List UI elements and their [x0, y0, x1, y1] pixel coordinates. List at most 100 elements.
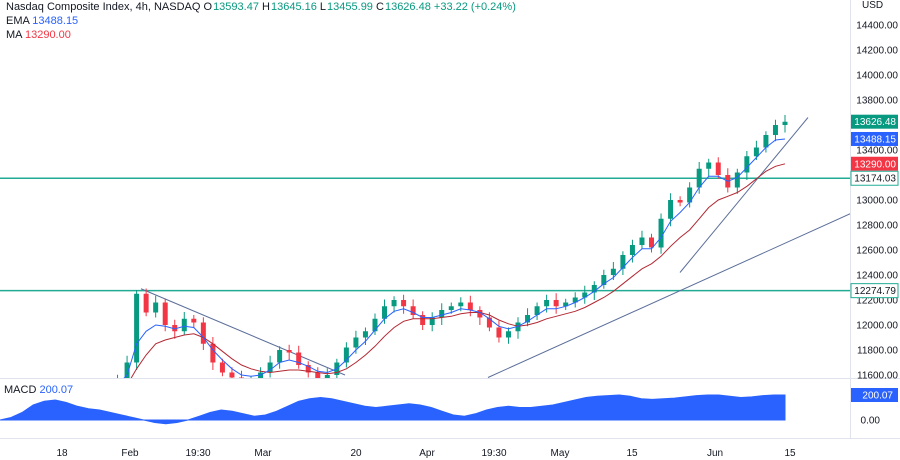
- change-value: +33.22 (+0.24%): [433, 1, 516, 13]
- ma-value: 13290.00: [24, 29, 71, 41]
- candle-body: [448, 306, 454, 310]
- candle-body: [458, 302, 464, 307]
- candle-body: [572, 297, 578, 303]
- price-tag-label: 13488.15: [854, 134, 896, 145]
- candle-body: [677, 200, 683, 203]
- candle-body: [620, 255, 626, 269]
- candle-body: [687, 187, 693, 203]
- candle-body: [582, 292, 588, 298]
- price-tag-label: 13626.48: [854, 117, 896, 128]
- low-value: 13455.99: [327, 1, 373, 13]
- candle-body: [744, 156, 750, 173]
- price-tick-label: 13000.00: [856, 196, 898, 207]
- price-tick-label: 12400.00: [856, 271, 898, 282]
- candle-body: [124, 362, 130, 378]
- candle-body: [238, 377, 244, 378]
- open-label: O: [203, 1, 213, 13]
- candle-body: [420, 315, 426, 325]
- chart-legend: Nasdaq Composite Index, 4h, NASDAQ O1359…: [6, 0, 516, 42]
- macd-tick-label: 0.00: [861, 416, 881, 427]
- candle-body: [267, 362, 273, 373]
- price-tick-label: 13800.00: [856, 96, 898, 107]
- macd-area: [0, 394, 786, 425]
- price-tick-label: 14000.00: [856, 71, 898, 82]
- time-tick-label: 18: [56, 448, 68, 459]
- candle-body: [210, 343, 216, 363]
- candle-body: [505, 331, 511, 338]
- candle-body: [696, 168, 702, 188]
- candle-body: [372, 318, 378, 332]
- price-tag: [851, 131, 898, 146]
- candle-body: [296, 352, 302, 365]
- candle-body: [162, 302, 168, 325]
- uptrend-line: [487, 213, 850, 378]
- time-tick-label: 15: [784, 448, 796, 459]
- price-tick-label: 14400.00: [856, 21, 898, 32]
- candle-body: [410, 306, 416, 315]
- price-tag: [851, 156, 898, 171]
- price-tag-label: 13174.03: [854, 174, 896, 185]
- candle-body: [610, 268, 616, 275]
- close-value: 13626.48: [384, 1, 431, 13]
- candle-body: [525, 315, 531, 323]
- candle-body: [172, 325, 178, 332]
- price-tick-label: 12000.00: [856, 321, 898, 332]
- candle-body: [200, 322, 206, 344]
- candle-body: [477, 310, 483, 318]
- ema-value: 13488.15: [32, 15, 79, 27]
- ma-line: [130, 163, 786, 378]
- currency-label: USD: [862, 0, 884, 11]
- ema-label[interactable]: EMA: [6, 15, 30, 27]
- price-tick-label: 12800.00: [856, 221, 898, 232]
- candle-body: [668, 200, 674, 219]
- price-tag: [850, 283, 899, 299]
- price-tick-label: 11600.00: [857, 371, 898, 382]
- candle-body: [467, 302, 473, 310]
- price-tick-label: 11800.00: [857, 346, 898, 357]
- symbol-title[interactable]: Nasdaq Composite Index, 4h, NASDAQ: [6, 1, 201, 13]
- close-label: C: [376, 1, 384, 13]
- candle-body: [649, 237, 655, 248]
- macd-tag-label: 200.07: [862, 390, 893, 401]
- macd-tag: [851, 387, 898, 402]
- candle-body: [658, 218, 664, 248]
- candle-body: [715, 162, 721, 175]
- candle-body: [362, 331, 368, 338]
- candle-body: [391, 300, 397, 307]
- candle-body: [382, 306, 388, 319]
- candle-body: [429, 317, 435, 325]
- candle-body: [439, 310, 445, 318]
- high-label: H: [262, 1, 270, 13]
- high-value: 13645.16: [270, 1, 317, 13]
- candle-body: [772, 125, 778, 135]
- candle-body: [534, 306, 540, 315]
- candle-body: [401, 300, 407, 307]
- price-tag: [851, 114, 898, 129]
- candle-body: [324, 375, 330, 378]
- candle-body: [115, 380, 120, 388]
- low-label: L: [319, 1, 327, 13]
- candle-body: [315, 372, 321, 378]
- candle-body: [753, 147, 759, 157]
- ma-label[interactable]: MA: [6, 29, 22, 41]
- price-tick-label: 14200.00: [856, 46, 898, 57]
- macd-value: 200.07: [39, 384, 74, 396]
- price-tick-label: 12200.00: [856, 296, 898, 307]
- candle-body: [639, 237, 645, 245]
- candle-body: [496, 327, 502, 338]
- time-tick-label: 20: [350, 448, 362, 459]
- candle-body: [706, 162, 712, 169]
- candle-body: [353, 337, 359, 348]
- candle-body: [544, 300, 550, 307]
- candle-body: [563, 302, 569, 307]
- macd-label[interactable]: MACD: [4, 384, 37, 396]
- time-tick-label: 19:30: [185, 448, 210, 459]
- time-tick-label: Mar: [254, 448, 272, 459]
- open-value: 13593.47: [213, 1, 259, 13]
- price-tag-label: 13290.00: [854, 159, 896, 170]
- candle-body: [143, 293, 149, 313]
- candle-body: [515, 322, 521, 332]
- candle-body: [153, 302, 159, 313]
- time-tick-label: 19:30: [481, 448, 506, 459]
